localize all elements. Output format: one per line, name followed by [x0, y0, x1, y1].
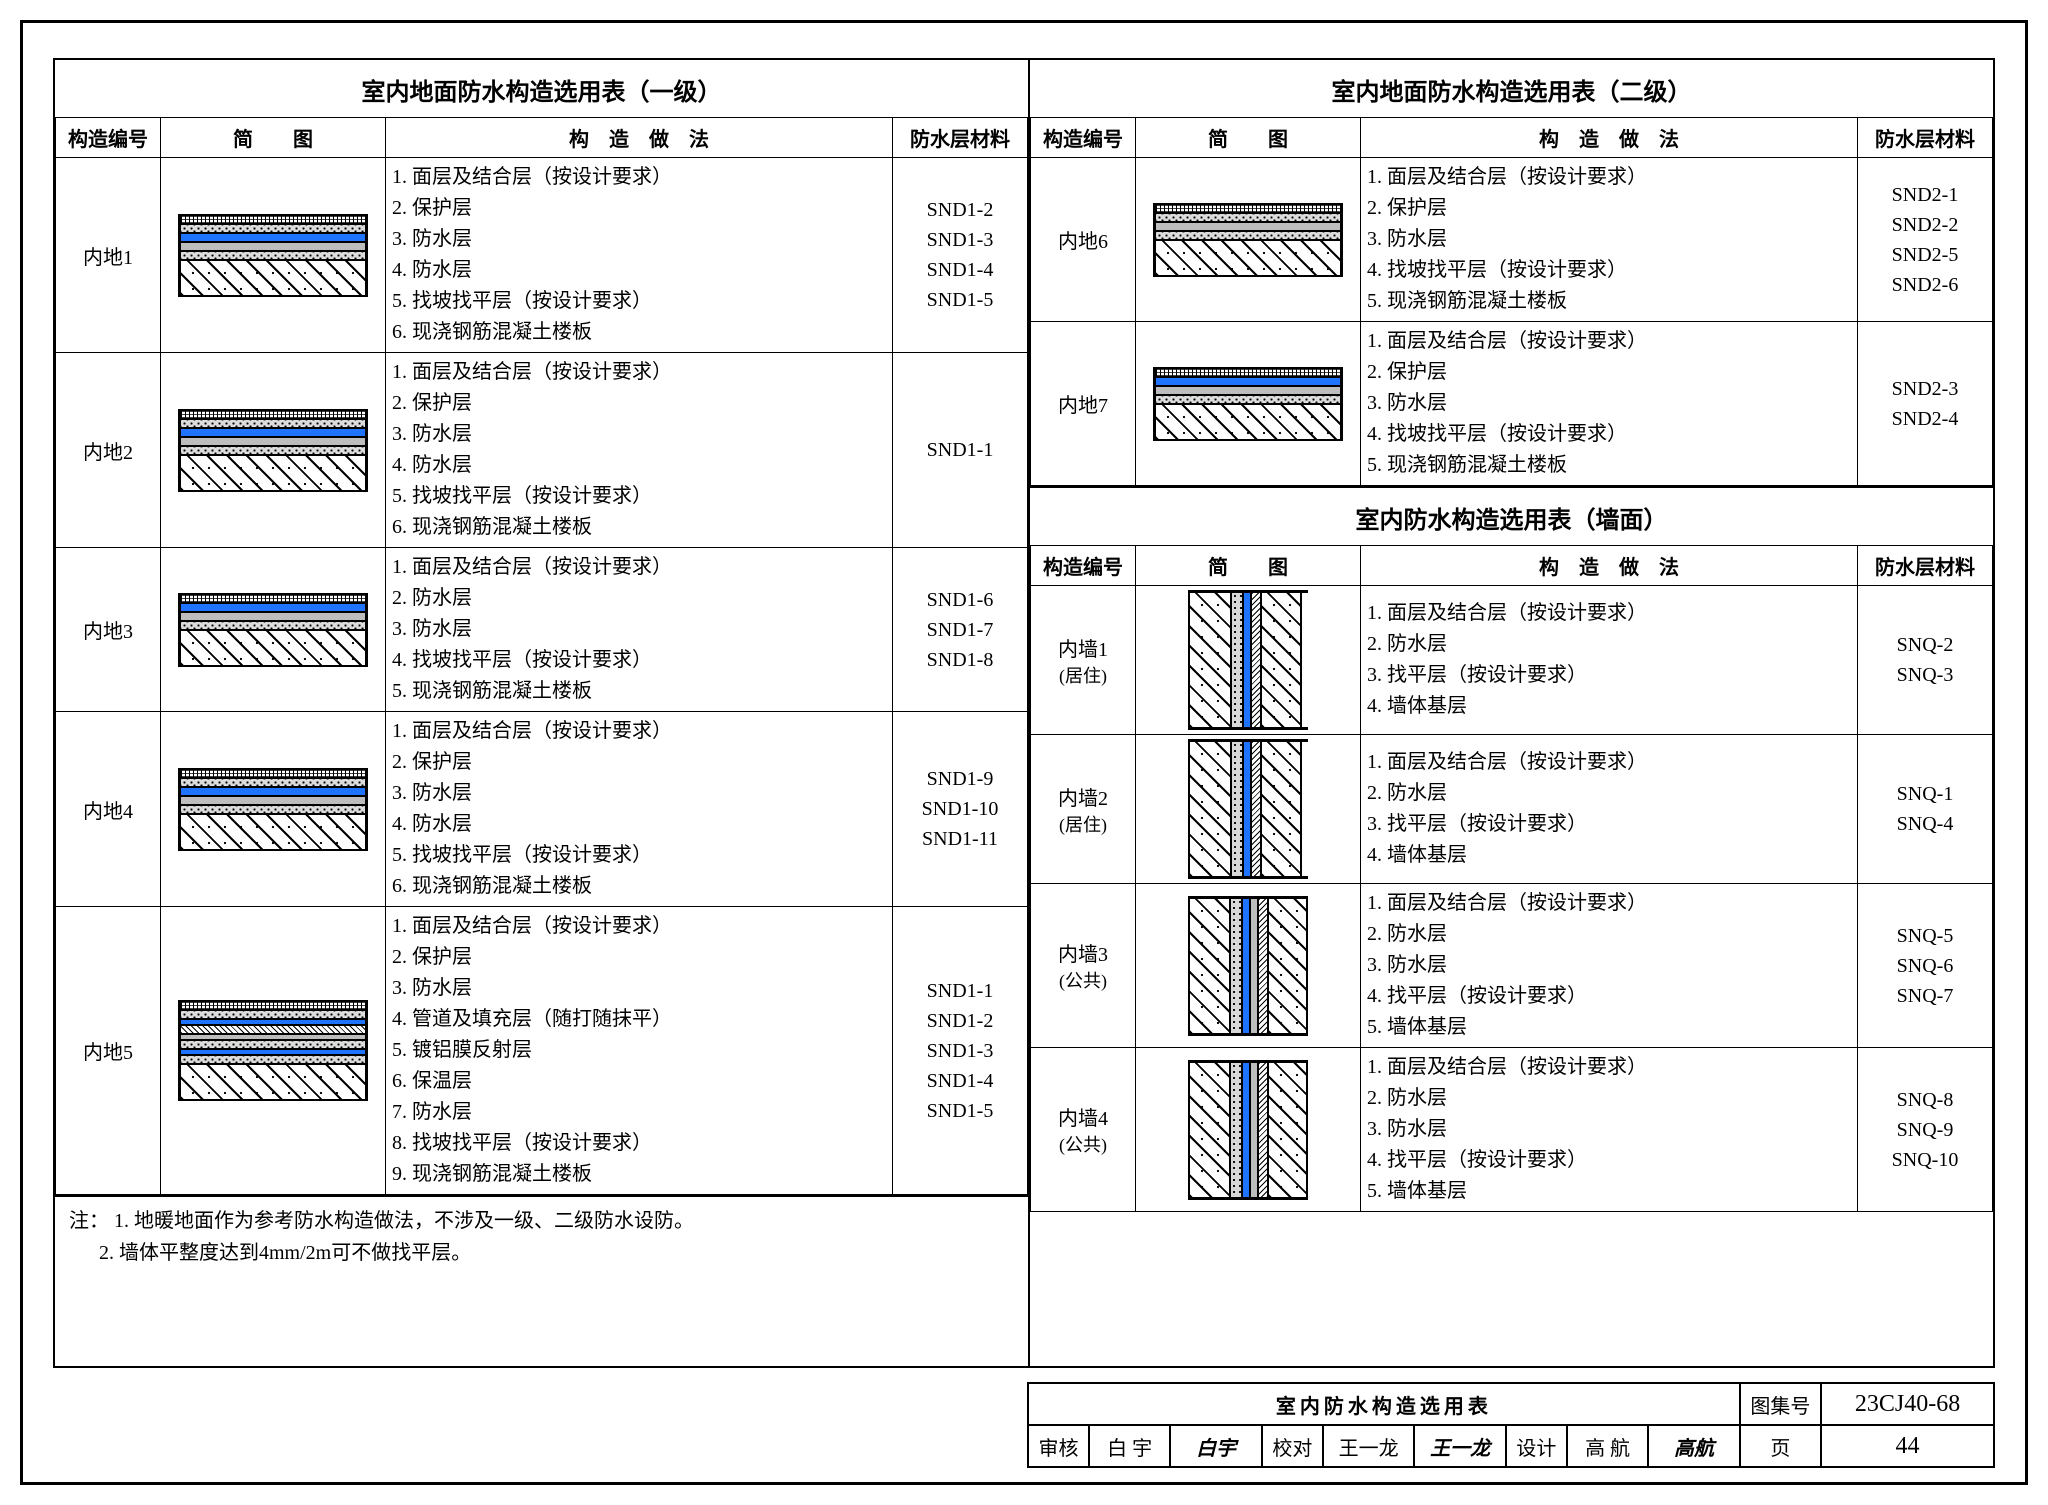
row-id: 内墙1(居住): [1031, 586, 1136, 735]
table-row: 内地4 1. 面层及结合层（按设计要求）2. 保护层3. 防水层4. 防水层5. …: [56, 712, 1028, 907]
right-bot-table: 构造编号 简 图 构 造 做 法 防水层材料 内墙1(居住) 1. 面层及结合层（…: [1030, 545, 1993, 1212]
check-sig: 王一龙: [1414, 1425, 1506, 1467]
row-id: 内地3: [56, 548, 161, 712]
diagram-cell: [1136, 158, 1361, 322]
materials-cell: SND1-6SND1-7SND1-8: [893, 548, 1028, 712]
th-id: 构造编号: [56, 118, 161, 158]
materials-cell: SND2-1SND2-2SND2-5SND2-6: [1858, 158, 1993, 322]
table-row: 内地6 1. 面层及结合层（按设计要求）2. 保护层3. 防水层4. 找坡找平层（…: [1031, 158, 1993, 322]
diagram-cell: [1136, 1048, 1361, 1212]
materials-cell: SND1-9SND1-10SND1-11: [893, 712, 1028, 907]
materials-cell: SND1-1: [893, 353, 1028, 548]
design-sig: 高航: [1648, 1425, 1740, 1467]
th-material: 防水层材料: [1858, 546, 1993, 586]
th-material: 防水层材料: [1858, 118, 1993, 158]
design-label: 设计: [1506, 1425, 1567, 1467]
materials-cell: SNQ-5SNQ-6SNQ-7: [1858, 884, 1993, 1048]
th-material: 防水层材料: [893, 118, 1028, 158]
note-2: 2. 墙体平整度达到4mm/2m可不做找平层。: [99, 1242, 471, 1264]
materials-cell: SND1-1SND1-2SND1-3SND1-4SND1-5: [893, 907, 1028, 1195]
table-row: 内墙4(公共) 1. 面层及结合层（按设计要求）2. 防水层3. 防水层4. 找平…: [1031, 1048, 1993, 1212]
table-row: 内地5 1. 面层及结合层（按设计要求）2. 保护层3. 防水层4. 管道及填充层…: [56, 907, 1028, 1195]
atlas-number: 23CJ40-68: [1821, 1383, 1994, 1425]
materials-cell: SND1-2SND1-3SND1-4SND1-5: [893, 158, 1028, 353]
check-name: 王一龙: [1323, 1425, 1415, 1467]
th-id: 构造编号: [1031, 546, 1136, 586]
method-cell: 1. 面层及结合层（按设计要求）2. 保护层3. 防水层4. 防水层5. 找坡找…: [386, 712, 893, 907]
left-title: 室内地面防水构造选用表（一级）: [55, 60, 1028, 117]
th-diagram: 简 图: [161, 118, 386, 158]
table-row: 内地7 1. 面层及结合层（按设计要求）2. 保护层3. 防水层4. 找坡找平层（…: [1031, 322, 1993, 486]
method-cell: 1. 面层及结合层（按设计要求）2. 防水层3. 防水层4. 找平层（按设计要求…: [1361, 1048, 1858, 1212]
row-id: 内地4: [56, 712, 161, 907]
right-top-table: 构造编号 简 图 构 造 做 法 防水层材料 内地6 1. 面层及结合层（按设计要…: [1030, 117, 1993, 486]
right-panel: 室内地面防水构造选用表（二级） 构造编号 简 图 构 造 做 法 防水层材料 内…: [1030, 60, 1993, 1366]
row-id: 内地1: [56, 158, 161, 353]
diagram-cell: [161, 353, 386, 548]
page-number: 44: [1821, 1425, 1994, 1467]
materials-cell: SNQ-2SNQ-3: [1858, 586, 1993, 735]
review-sig: 白宇: [1170, 1425, 1262, 1467]
left-table: 构造编号 简 图 构 造 做 法 防水层材料 内地1 1. 面层及结合层（按设计要…: [55, 117, 1028, 1195]
title-block: 室内防水构造选用表 图集号 23CJ40-68 审核 白 宇 白宇 校对 王一龙…: [1027, 1382, 1995, 1468]
check-label: 校对: [1262, 1425, 1323, 1467]
diagram-cell: [1136, 322, 1361, 486]
method-cell: 1. 面层及结合层（按设计要求）2. 保护层3. 防水层4. 找坡找平层（按设计…: [1361, 158, 1858, 322]
table-row: 内地3 1. 面层及结合层（按设计要求）2. 防水层3. 防水层4. 找坡找平层（…: [56, 548, 1028, 712]
right-bot-title: 室内防水构造选用表（墙面）: [1030, 486, 1993, 545]
diagram-cell: [161, 712, 386, 907]
row-id: 内地6: [1031, 158, 1136, 322]
table-row: 内墙1(居住) 1. 面层及结合层（按设计要求）2. 防水层3. 找平层（按设计要…: [1031, 586, 1993, 735]
notes-lead: 注：: [69, 1210, 109, 1232]
th-diagram: 简 图: [1136, 546, 1361, 586]
materials-cell: SNQ-1SNQ-4: [1858, 735, 1993, 884]
diagram-cell: [161, 907, 386, 1195]
method-cell: 1. 面层及结合层（按设计要求）2. 防水层3. 防水层4. 找平层（按设计要求…: [1361, 884, 1858, 1048]
table-row: 内地1 1. 面层及结合层（按设计要求）2. 保护层3. 防水层4. 防水层5. …: [56, 158, 1028, 353]
table-row: 内墙3(公共) 1. 面层及结合层（按设计要求）2. 防水层3. 防水层4. 找平…: [1031, 884, 1993, 1048]
method-cell: 1. 面层及结合层（按设计要求）2. 保护层3. 防水层4. 防水层5. 找坡找…: [386, 353, 893, 548]
row-id: 内墙2(居住): [1031, 735, 1136, 884]
table-row: 内地2 1. 面层及结合层（按设计要求）2. 保护层3. 防水层4. 防水层5. …: [56, 353, 1028, 548]
content-frame: 室内地面防水构造选用表（一级） 构造编号 简 图 构 造 做 法 防水层材料 内…: [53, 58, 1995, 1368]
method-cell: 1. 面层及结合层（按设计要求）2. 防水层3. 防水层4. 找坡找平层（按设计…: [386, 548, 893, 712]
left-panel: 室内地面防水构造选用表（一级） 构造编号 简 图 构 造 做 法 防水层材料 内…: [55, 60, 1030, 1366]
row-id: 内地7: [1031, 322, 1136, 486]
row-id: 内地5: [56, 907, 161, 1195]
diagram-cell: [1136, 735, 1361, 884]
materials-cell: SNQ-8SNQ-9SNQ-10: [1858, 1048, 1993, 1212]
note-1: 1. 地暖地面作为参考防水构造做法，不涉及一级、二级防水设防。: [114, 1210, 694, 1232]
row-id: 内地2: [56, 353, 161, 548]
right-top-title: 室内地面防水构造选用表（二级）: [1030, 60, 1993, 117]
th-method: 构 造 做 法: [1361, 118, 1858, 158]
method-cell: 1. 面层及结合层（按设计要求）2. 保护层3. 防水层4. 找坡找平层（按设计…: [1361, 322, 1858, 486]
materials-cell: SND2-3SND2-4: [1858, 322, 1993, 486]
diagram-cell: [161, 158, 386, 353]
page-label: 页: [1740, 1425, 1821, 1467]
th-id: 构造编号: [1031, 118, 1136, 158]
drawing-sheet: 室内地面防水构造选用表（一级） 构造编号 简 图 构 造 做 法 防水层材料 内…: [20, 20, 2028, 1485]
method-cell: 1. 面层及结合层（按设计要求）2. 保护层3. 防水层4. 管道及填充层（随打…: [386, 907, 893, 1195]
th-method: 构 造 做 法: [386, 118, 893, 158]
diagram-cell: [1136, 586, 1361, 735]
review-name: 白 宇: [1089, 1425, 1170, 1467]
method-cell: 1. 面层及结合层（按设计要求）2. 保护层3. 防水层4. 防水层5. 找坡找…: [386, 158, 893, 353]
th-method: 构 造 做 法: [1361, 546, 1858, 586]
design-name: 高 航: [1567, 1425, 1648, 1467]
method-cell: 1. 面层及结合层（按设计要求）2. 防水层3. 找平层（按设计要求）4. 墙体…: [1361, 735, 1858, 884]
method-cell: 1. 面层及结合层（按设计要求）2. 防水层3. 找平层（按设计要求）4. 墙体…: [1361, 586, 1858, 735]
notes-block: 注： 1. 地暖地面作为参考防水构造做法，不涉及一级、二级防水设防。 2. 墙体…: [55, 1195, 1028, 1277]
diagram-cell: [1136, 884, 1361, 1048]
diagram-cell: [161, 548, 386, 712]
table-row: 内墙2(居住) 1. 面层及结合层（按设计要求）2. 防水层3. 找平层（按设计要…: [1031, 735, 1993, 884]
row-id: 内墙4(公共): [1031, 1048, 1136, 1212]
th-diagram: 简 图: [1136, 118, 1361, 158]
row-id: 内墙3(公共): [1031, 884, 1136, 1048]
doc-title: 室内防水构造选用表: [1028, 1383, 1740, 1425]
atlas-label: 图集号: [1740, 1383, 1821, 1425]
review-label: 审核: [1028, 1425, 1089, 1467]
